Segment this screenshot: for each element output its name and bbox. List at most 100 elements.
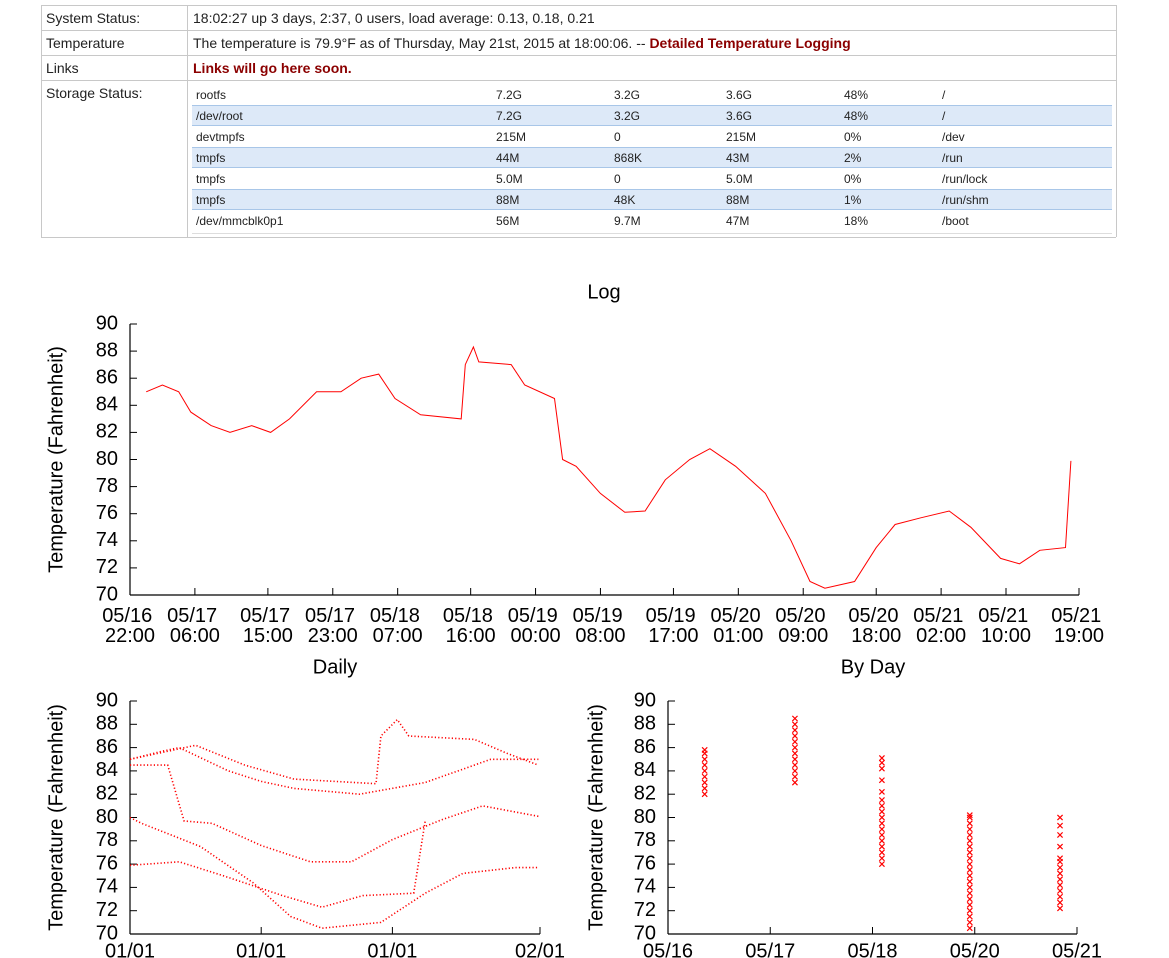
- x-marker: [966, 890, 973, 897]
- y-tick-label: 80: [96, 448, 118, 470]
- x-tick-label: 05/17 23:00: [305, 605, 361, 647]
- x-marker: [878, 814, 885, 821]
- y-tick-label: 86: [634, 736, 656, 758]
- x-marker: [701, 791, 708, 798]
- x-tick-label-line: 08:00: [575, 625, 625, 647]
- y-tick-label: 80: [634, 806, 656, 828]
- x-tick-label: 05/19 00:00: [508, 605, 564, 647]
- x-tick-label-line: 16:00: [446, 625, 496, 647]
- y-tick-label: 86: [96, 366, 118, 388]
- y-tick-label: 78: [96, 475, 118, 497]
- storage-cell: 3.2G: [614, 88, 641, 102]
- row-label: System Status:: [46, 10, 141, 26]
- x-tick-label-line: 05/19: [573, 605, 629, 627]
- row-value: The temperature is 79.9°F as of Thursday…: [193, 35, 851, 51]
- storage-cell: 48K: [614, 193, 636, 207]
- x-tick-label-line: 05/18: [370, 605, 426, 627]
- x-marker: [791, 762, 798, 769]
- x-tick-label: 05/18 16:00: [443, 605, 499, 647]
- x-tick-label-line: 19:00: [1054, 625, 1104, 647]
- x-tick-label: 05/17 15:00: [240, 605, 296, 647]
- storage-cell: 0%: [844, 130, 862, 144]
- x-marker: [966, 861, 973, 868]
- x-marker: [1056, 893, 1064, 900]
- x-tick-label-line: 15:00: [243, 625, 293, 647]
- storage-row: tmpfs 5.0M 0 5.0M 0% /run/lock: [192, 168, 1112, 189]
- storage-row: rootfs 7.2G 3.2G 3.6G 48% /: [192, 84, 1112, 105]
- y-axis-label: Temperature (Fahrenheit): [45, 704, 67, 931]
- x-marker: [966, 837, 973, 844]
- x-tick-label-line: 18:00: [851, 625, 901, 647]
- x-marker: [966, 843, 973, 850]
- storage-cell: 7.2G: [496, 109, 523, 123]
- table-border: [41, 80, 1116, 81]
- x-tick-label: 05/21 19:00: [1051, 605, 1107, 647]
- storage-cell: 3.6G: [726, 88, 753, 102]
- storage-cell: 868K: [614, 151, 643, 165]
- x-marker: [1056, 882, 1064, 889]
- x-marker: [966, 901, 973, 908]
- storage-cell: /dev/mmcblk0p1: [196, 214, 284, 228]
- x-tick-label: 05/20 09:00: [775, 605, 831, 647]
- x-tick-label-line: 05/20: [848, 605, 904, 627]
- storage-cell: tmpfs: [196, 151, 226, 165]
- x-marker: [966, 907, 973, 914]
- storage-cell: tmpfs: [196, 193, 226, 207]
- x-marker: [878, 808, 885, 815]
- x-marker: [701, 785, 708, 792]
- y-axis-label: Temperature (Fahrenheit): [585, 704, 607, 931]
- table-border: [192, 233, 1112, 234]
- storage-cell: /: [942, 109, 946, 123]
- link[interactable]: Links will go here soon.: [193, 60, 352, 76]
- x-marker: [878, 837, 885, 844]
- table-border: [41, 237, 1116, 238]
- storage-cell: 7.2G: [496, 88, 523, 102]
- y-tick-label: 70: [96, 922, 118, 944]
- y-tick-label: 72: [634, 899, 656, 921]
- y-tick-label: 82: [96, 421, 118, 443]
- x-tick-label: 05/16 22:00: [102, 605, 158, 647]
- link[interactable]: Detailed Temperature Logging: [649, 35, 851, 51]
- x-tick-label-line: 10:00: [981, 625, 1031, 647]
- x-marker: [966, 814, 973, 821]
- storage-cell: devtmpfs: [196, 130, 245, 144]
- x-tick-label: 05/21 02:00: [913, 605, 969, 647]
- y-tick-label: 88: [96, 339, 118, 361]
- x-marker: [966, 826, 973, 833]
- storage-cell: 48%: [844, 88, 869, 102]
- x-tick-label-line: 05/16: [102, 605, 158, 627]
- y-tick-label: 76: [96, 852, 118, 874]
- data-line: [129, 820, 426, 909]
- storage-cell: /boot: [942, 214, 969, 228]
- x-marker: [1056, 843, 1064, 850]
- y-tick-label: 90: [96, 689, 118, 711]
- chart-title: Daily: [313, 656, 357, 678]
- y-tick-label: 82: [634, 782, 656, 804]
- storage-cell: 88M: [726, 193, 750, 207]
- x-marker: [878, 755, 885, 762]
- x-tick-label-line: 05/18: [443, 605, 499, 627]
- storage-cell: /run: [942, 151, 963, 165]
- x-marker: [966, 919, 973, 926]
- x-marker: [966, 872, 973, 879]
- x-marker: [791, 750, 798, 757]
- y-tick-label: 72: [96, 556, 118, 578]
- storage-cell: /run/shm: [942, 193, 989, 207]
- storage-cell: 3.6G: [726, 109, 753, 123]
- storage-cell: 0: [614, 130, 621, 144]
- x-marker: [1056, 831, 1064, 838]
- x-marker: [1056, 899, 1064, 906]
- x-marker: [878, 788, 885, 795]
- storage-cell: 5.0M: [496, 172, 523, 186]
- x-marker: [1056, 870, 1064, 877]
- x-tick-label: 05/17 06:00: [167, 605, 223, 647]
- y-tick-label: 80: [96, 806, 118, 828]
- x-marker: [966, 866, 973, 873]
- x-marker: [701, 746, 708, 753]
- x-marker: [878, 843, 885, 850]
- x-marker: [966, 896, 973, 903]
- data-line: [130, 764, 539, 863]
- x-marker: [701, 756, 708, 763]
- storage-cell: 48%: [844, 109, 869, 123]
